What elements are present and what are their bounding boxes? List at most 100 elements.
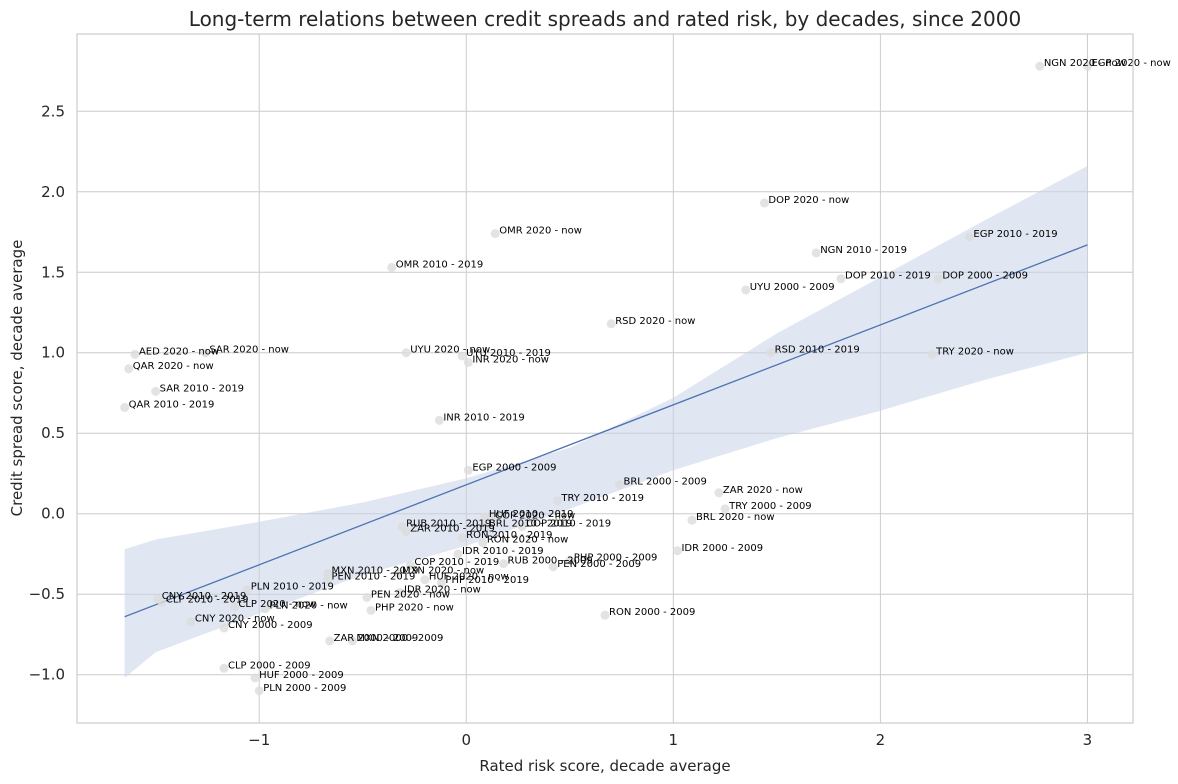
data-point: [463, 357, 473, 367]
data-point-label: BRL 2020 - now: [696, 512, 775, 523]
data-point: [124, 364, 134, 374]
data-point-label: MXN 2020 - now: [402, 565, 484, 576]
data-point-label: RSD 2010 - 2019: [775, 345, 860, 356]
data-point-label: RON 2020 - now: [487, 535, 569, 546]
data-point-label: PEN 2000 - 2009: [557, 559, 641, 570]
data-point-label: PLN 2000 - 2009: [263, 683, 346, 694]
data-point-label: COP 2010 - 2019: [526, 519, 611, 530]
x-tick-label: 1: [669, 731, 679, 749]
data-point-label: QAR 2010 - 2019: [129, 399, 215, 410]
confidence-band-layer: [124, 166, 1088, 678]
data-point-label: PEN 2020 - now: [371, 589, 450, 600]
y-tick-label: 2.5: [41, 102, 65, 120]
y-tick-label: 0.0: [41, 505, 65, 523]
data-point: [964, 232, 974, 242]
data-point-label: HUF 2010 - 2019: [489, 509, 574, 520]
data-point: [714, 488, 724, 498]
data-point: [395, 588, 405, 598]
data-point: [606, 319, 616, 329]
data-point: [565, 555, 575, 565]
data-point: [614, 480, 624, 490]
data-point: [130, 349, 140, 359]
data-point: [672, 546, 682, 556]
data-point-label: TRY 2000 - 2009: [728, 501, 812, 512]
data-point-label: DOP 2010 - 2019: [845, 271, 931, 282]
data-point-label: OMR 2010 - 2019: [396, 259, 484, 270]
data-point-label: NGN 2020 - now: [1044, 58, 1126, 69]
data-point: [200, 348, 210, 358]
data-point: [229, 602, 239, 612]
data-point: [478, 538, 488, 548]
y-tick-label: 2.0: [41, 183, 65, 201]
data-point: [362, 592, 372, 602]
data-point-label: TRY 2020 - now: [935, 346, 1014, 357]
data-point-label: AED 2020 - now: [139, 346, 219, 357]
data-point: [480, 522, 490, 532]
data-point: [254, 686, 264, 696]
chart-title: Long-term relations between credit sprea…: [189, 7, 1021, 31]
data-point: [157, 597, 167, 607]
data-point: [120, 402, 130, 412]
data-point-label: COP 2020 - now: [495, 511, 575, 522]
data-point: [486, 514, 496, 524]
data-point: [242, 584, 252, 594]
data-point-label: ZAR 2020 - now: [723, 485, 803, 496]
data-point: [325, 636, 335, 646]
data-point: [766, 348, 776, 358]
data-point: [552, 496, 562, 506]
data-point-label: UYU 2020 - now: [410, 345, 490, 356]
data-point: [600, 610, 610, 620]
data-point-label: CLP 2020 - now: [238, 599, 316, 610]
data-point: [401, 348, 411, 358]
data-point-label: DOP 2020 - now: [768, 195, 849, 206]
data-point-label: PLN 2010 - 2019: [251, 581, 334, 592]
x-tick-label: 2: [876, 731, 886, 749]
data-point-label: NGN 2010 - 2019: [820, 245, 907, 256]
data-point-label: COP 2010 - 2019: [414, 557, 499, 568]
data-point-label: IDR 2000 - 2009: [681, 543, 763, 554]
data-point-label: SAR 2020 - now: [209, 345, 289, 356]
data-point-label: UYU 2010 - 2019: [466, 348, 551, 359]
data-point: [366, 605, 376, 615]
data-point: [1082, 61, 1092, 71]
data-point: [401, 526, 411, 536]
data-point: [436, 578, 446, 588]
data-point: [186, 617, 196, 627]
data-point: [250, 673, 260, 683]
data-point: [811, 248, 821, 258]
data-point-label: PLN 2020 - now: [269, 601, 347, 612]
confidence-band: [124, 166, 1088, 678]
data-point-label: INR 2020 - now: [472, 354, 549, 365]
data-point-label: ZAR 2010 - 2019: [410, 523, 495, 534]
data-point-label: RSD 2020 - now: [615, 316, 695, 327]
x-axis-label: Rated risk score, decade average: [479, 757, 730, 775]
y-tick-label: 1.0: [41, 344, 65, 362]
data-point: [453, 549, 463, 559]
x-tick-label: −1: [248, 731, 270, 749]
data-point-label: EGP 2010 - 2019: [973, 229, 1057, 240]
data-point: [387, 262, 397, 272]
data-point-label: OMR 2020 - now: [499, 226, 582, 237]
data-point: [434, 415, 444, 425]
data-point-label: PHP 2020 - now: [375, 602, 454, 613]
data-point: [457, 351, 467, 361]
data-point-label: EGP 2000 - 2009: [472, 462, 556, 473]
data-point: [933, 274, 943, 284]
data-point: [836, 274, 846, 284]
data-point: [687, 515, 697, 525]
data-point: [457, 533, 467, 543]
data-point: [1035, 61, 1045, 71]
data-point: [393, 568, 403, 578]
y-tick-label: −1.0: [29, 666, 65, 684]
data-point: [420, 575, 430, 585]
data-point: [323, 575, 333, 585]
data-point: [219, 623, 229, 633]
data-point: [405, 560, 415, 570]
data-point-label: QAR 2020 - now: [133, 361, 214, 372]
data-point-label: CNY 2020 - now: [195, 614, 275, 625]
data-point-label: TRY 2010 - 2019: [560, 493, 644, 504]
x-axis-ticks: −1 0 1 2 3: [248, 731, 1092, 749]
data-point-label: PHP 2010 - 2019: [445, 575, 529, 586]
